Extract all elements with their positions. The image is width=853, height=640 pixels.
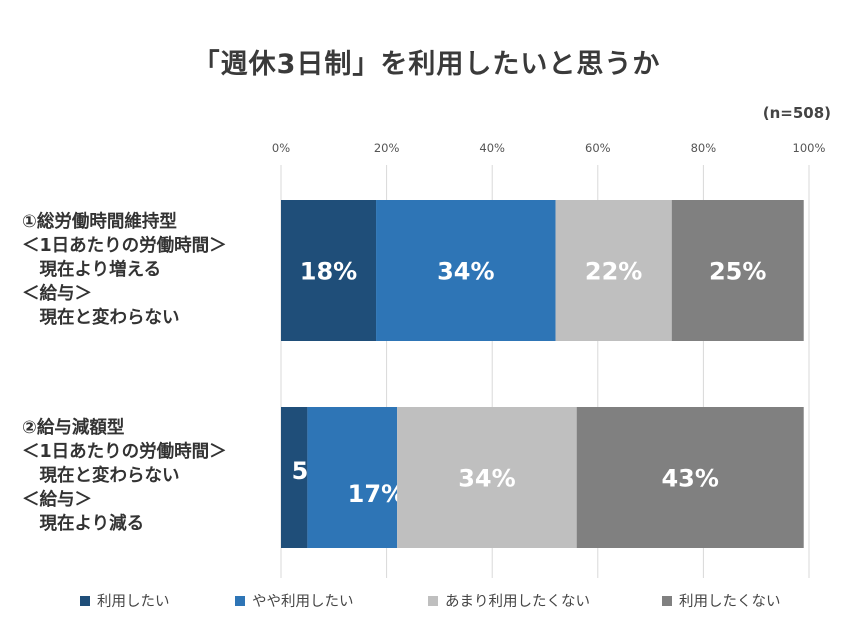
data-label: 34% xyxy=(458,465,515,493)
legend-label: あまり利用したくない xyxy=(445,594,590,610)
x-tick-label: 80% xyxy=(691,141,717,155)
legend-swatch xyxy=(80,595,90,606)
legend-item: 利用したくない xyxy=(662,590,781,611)
legend-item: 利用したい xyxy=(80,590,170,611)
bar-segment xyxy=(671,200,804,341)
x-tick-label: 20% xyxy=(374,141,400,155)
legend-label: 利用したくない xyxy=(679,594,781,610)
bar-segment xyxy=(576,407,804,548)
legend-item: あまり利用したくない xyxy=(428,590,590,611)
legend-swatch xyxy=(235,595,245,606)
legend-swatch xyxy=(662,595,672,606)
data-label: 25% xyxy=(709,258,766,286)
data-label: 22% xyxy=(585,258,642,286)
legend-swatch xyxy=(428,595,438,606)
legend-label: やや利用したい xyxy=(252,594,354,610)
category-label-1: ①総労働時間維持型 ＜1日あたりの労働時間＞ 現在より増える ＜給与＞ 現在と変… xyxy=(22,212,227,328)
legend-label: 利用したい xyxy=(97,594,170,610)
bar-segment xyxy=(307,407,398,548)
legend: 利用したい やや利用したい あまり利用したくない 利用したくない xyxy=(0,590,853,610)
legend-item: やや利用したい xyxy=(235,590,354,611)
category-label-2: ②給与減額型 ＜1日あたりの労働時間＞ 現在と変わらない ＜給与＞ 現在より減る xyxy=(22,418,227,534)
x-tick-label: 60% xyxy=(585,141,611,155)
bar-segment xyxy=(281,407,308,548)
x-tick-label: 100% xyxy=(793,141,826,155)
data-label: 17% xyxy=(348,480,405,508)
bar-segment xyxy=(397,407,577,548)
sample-size-note: (n=508) xyxy=(762,104,831,122)
chart-title: 「週休3日制」を利用したいと思うか xyxy=(192,49,661,80)
bar-segment xyxy=(555,200,672,341)
data-label: 34% xyxy=(437,258,494,286)
x-tick-label: 40% xyxy=(479,141,505,155)
data-label: 43% xyxy=(661,465,718,493)
bar-segment xyxy=(281,200,377,341)
data-label: 18% xyxy=(300,258,357,286)
x-tick-label: 0% xyxy=(272,141,290,155)
bar-segment xyxy=(376,200,556,341)
